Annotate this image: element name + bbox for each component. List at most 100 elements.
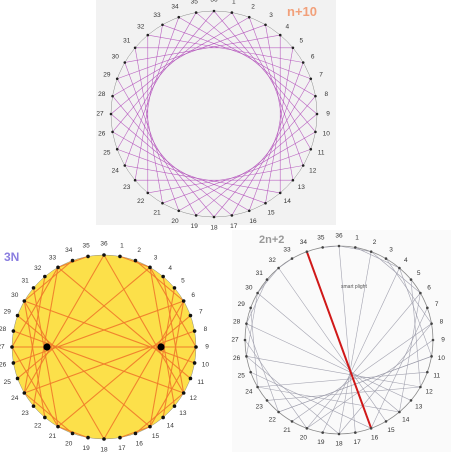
peg-number-label: 6	[427, 285, 431, 292]
peg-dot	[309, 77, 313, 81]
peg-dot	[161, 274, 165, 279]
peg-number-label: 21	[283, 427, 291, 434]
string-line	[195, 12, 318, 115]
peg-dot	[15, 313, 20, 318]
peg-number-label: 2	[137, 247, 141, 254]
panel-background-bottom-right	[232, 230, 451, 452]
peg-dot	[245, 322, 248, 325]
peg-number-label: 12	[309, 168, 317, 175]
peg-number-label: 26	[0, 362, 7, 369]
peg-dot	[102, 437, 106, 441]
string-art-panel-2n-plus-2: 36 12345678910111213141516171819202122232…	[231, 233, 445, 448]
peg-number-label: 2	[373, 239, 377, 246]
string-line	[266, 386, 421, 401]
peg-number-label: 12	[190, 395, 198, 402]
focus-dot	[43, 343, 51, 351]
peg-dot	[177, 15, 181, 19]
panel-title-n-plus-10: n+10	[287, 4, 317, 19]
string-line	[257, 292, 400, 413]
string-line	[116, 12, 197, 150]
peg-number-label: 23	[21, 410, 29, 417]
string-line	[231, 78, 312, 216]
string-line	[244, 339, 308, 429]
peg-dot	[146, 33, 150, 37]
peg-number-label: 18	[100, 447, 108, 452]
peg-number-label: 15	[387, 427, 395, 434]
peg-number-label: 21	[153, 209, 161, 216]
peg-dot	[31, 404, 36, 408]
peg-number-label: 24	[112, 168, 120, 175]
peg-number-label: 8	[204, 326, 208, 333]
string-line	[103, 254, 185, 394]
peg-dot	[430, 355, 433, 358]
peg-number-label: 16	[371, 434, 379, 441]
peg-number-label: 17	[118, 445, 126, 452]
string-line	[338, 251, 372, 435]
peg-number-label: 5	[417, 270, 421, 277]
peg-number-label: 7	[319, 72, 323, 79]
string-line	[112, 95, 215, 218]
peg-dot	[354, 431, 357, 434]
peg-number-label: 34	[300, 239, 308, 246]
string-line	[338, 245, 356, 433]
peg-number-label: 8	[324, 91, 328, 98]
peg-dot	[431, 338, 435, 342]
peg-dot	[243, 338, 247, 342]
peg-dot	[305, 250, 309, 253]
peg-number-label: 20	[171, 218, 179, 225]
peg-dot	[245, 355, 248, 358]
peg-number-label: 1	[232, 0, 236, 5]
peg-dot	[278, 33, 282, 37]
peg-dot	[265, 399, 269, 402]
peg-dot	[314, 94, 317, 98]
peg-dot	[188, 313, 193, 318]
peg-number-label: 23	[256, 404, 264, 411]
peg-dot	[115, 147, 119, 151]
peg-number-label: 30	[112, 54, 120, 61]
string-line	[24, 330, 195, 394]
peg-number-label: 14	[284, 198, 292, 205]
annotation-text: smart plight	[341, 284, 367, 290]
peg-dot	[430, 322, 433, 325]
string-line	[110, 113, 233, 216]
string-line	[322, 245, 340, 248]
peg-number-label: 26	[233, 355, 241, 362]
string-line	[250, 307, 258, 388]
peg-number-label: 4	[285, 23, 289, 30]
string-line	[162, 24, 311, 80]
peg-dot	[419, 385, 422, 389]
peg-dot	[133, 431, 138, 436]
peg-dot	[264, 23, 267, 27]
peg-dot	[146, 191, 150, 195]
peg-number-label: 29	[4, 309, 12, 316]
peg-dot	[426, 370, 429, 374]
string-line	[246, 323, 279, 413]
string-line	[23, 392, 73, 434]
string-line	[112, 16, 250, 97]
string-line	[13, 300, 184, 364]
peg-number-label: 31	[123, 37, 131, 44]
peg-number-label: 22	[34, 423, 42, 430]
peg-dot	[398, 266, 401, 270]
string-line	[231, 12, 312, 150]
peg-dot	[161, 23, 164, 27]
string-line	[135, 392, 185, 434]
peg-number-label: 13	[298, 184, 306, 191]
peg-number-label: 31	[21, 278, 29, 285]
string-line	[124, 34, 281, 63]
peg-number-label: 16	[136, 441, 144, 448]
peg-dot	[161, 415, 165, 420]
peg-dot	[212, 9, 216, 13]
peg-number-label: 5	[181, 278, 185, 285]
string-line	[246, 279, 268, 324]
peg-number-label: 33	[283, 247, 291, 254]
peg-dot	[70, 431, 75, 436]
string-line	[112, 131, 250, 212]
peg-dot	[291, 46, 295, 50]
peg-number-label: 11	[318, 150, 325, 157]
string-line	[250, 371, 372, 429]
string-line	[11, 267, 59, 348]
peg-dot	[419, 291, 422, 295]
peg-dot	[426, 306, 429, 310]
highlighted-string	[305, 251, 373, 429]
